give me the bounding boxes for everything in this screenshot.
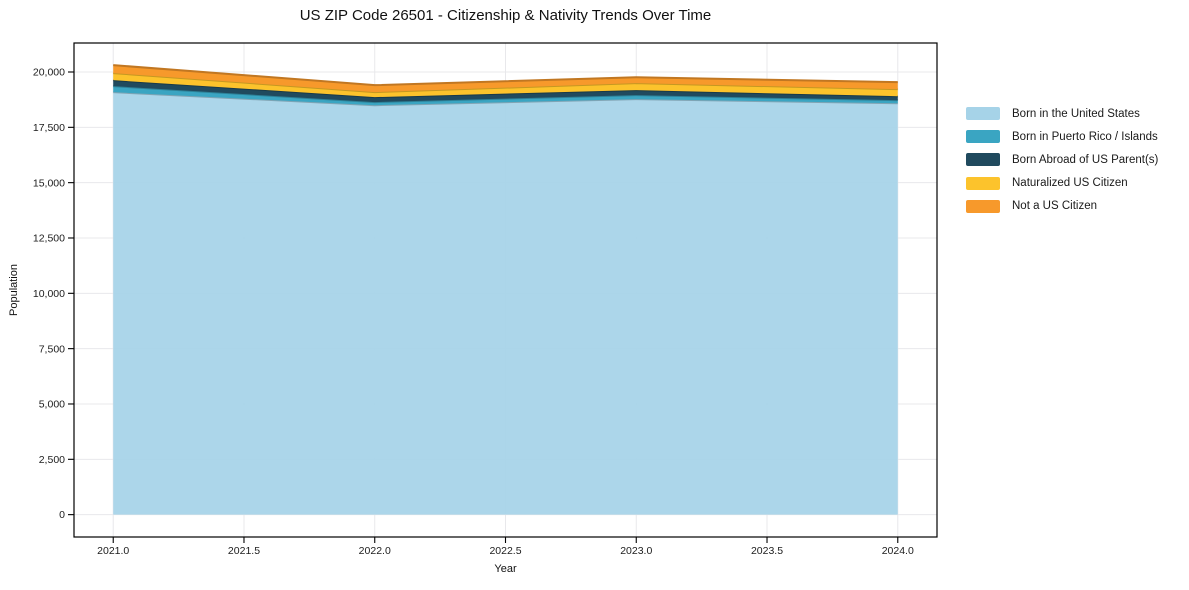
y-tick-label: 5,000: [39, 399, 65, 411]
legend-swatch-icon: [966, 107, 1000, 121]
legend-item-label: Born Abroad of US Parent(s): [1012, 153, 1159, 166]
y-tick-label: 10,000: [33, 288, 65, 300]
legend-swatch-icon: [966, 176, 1000, 190]
legend-item: Not a US Citizen: [966, 195, 1158, 218]
legend-item-label: Born in the United States: [1012, 107, 1140, 120]
legend-item: Born in the United States: [966, 102, 1158, 125]
legend-item: Born Abroad of US Parent(s): [966, 148, 1158, 171]
legend-swatch-icon: [966, 199, 1000, 213]
area-series: [113, 92, 898, 515]
legend-item: Born in Puerto Rico / Islands: [966, 125, 1158, 148]
x-tick-label: 2021.0: [97, 545, 129, 557]
area-series: [113, 73, 898, 98]
y-tick-label: 12,500: [33, 233, 65, 245]
x-tick-label: 2021.5: [228, 545, 260, 557]
x-tick-label: 2023.5: [751, 545, 783, 557]
legend-item-label: Born in Puerto Rico / Islands: [1012, 130, 1158, 143]
area-series: [113, 80, 898, 103]
y-tick-label: 7,500: [39, 343, 65, 355]
legend-item-label: Not a US Citizen: [1012, 200, 1098, 213]
y-tick-label: 2,500: [39, 454, 65, 466]
area-series: [113, 65, 898, 93]
y-tick-label: 15,000: [33, 177, 65, 189]
y-tick-label: 17,500: [33, 122, 65, 134]
legend-item-label: Naturalized US Citizen: [1012, 177, 1128, 190]
legend-swatch-icon: [966, 130, 1000, 144]
x-tick-label: 2023.0: [620, 545, 652, 557]
x-tick-label: 2024.0: [882, 545, 914, 557]
area-series-edge: [113, 64, 898, 87]
chart-title: US ZIP Code 26501 - Citizenship & Nativi…: [299, 7, 712, 24]
x-tick-label: 2022.5: [489, 545, 521, 557]
legend-swatch-icon: [966, 153, 1000, 167]
legend: Born in the United States Born in Puerto …: [966, 102, 1158, 218]
y-tick-label: 20,000: [33, 67, 65, 79]
legend-item: Naturalized US Citizen: [966, 172, 1158, 195]
area-series: [113, 86, 898, 106]
x-tick-label: 2022.0: [359, 545, 391, 557]
y-tick-label: 0: [59, 509, 65, 521]
x-axis-title: Year: [494, 563, 517, 575]
